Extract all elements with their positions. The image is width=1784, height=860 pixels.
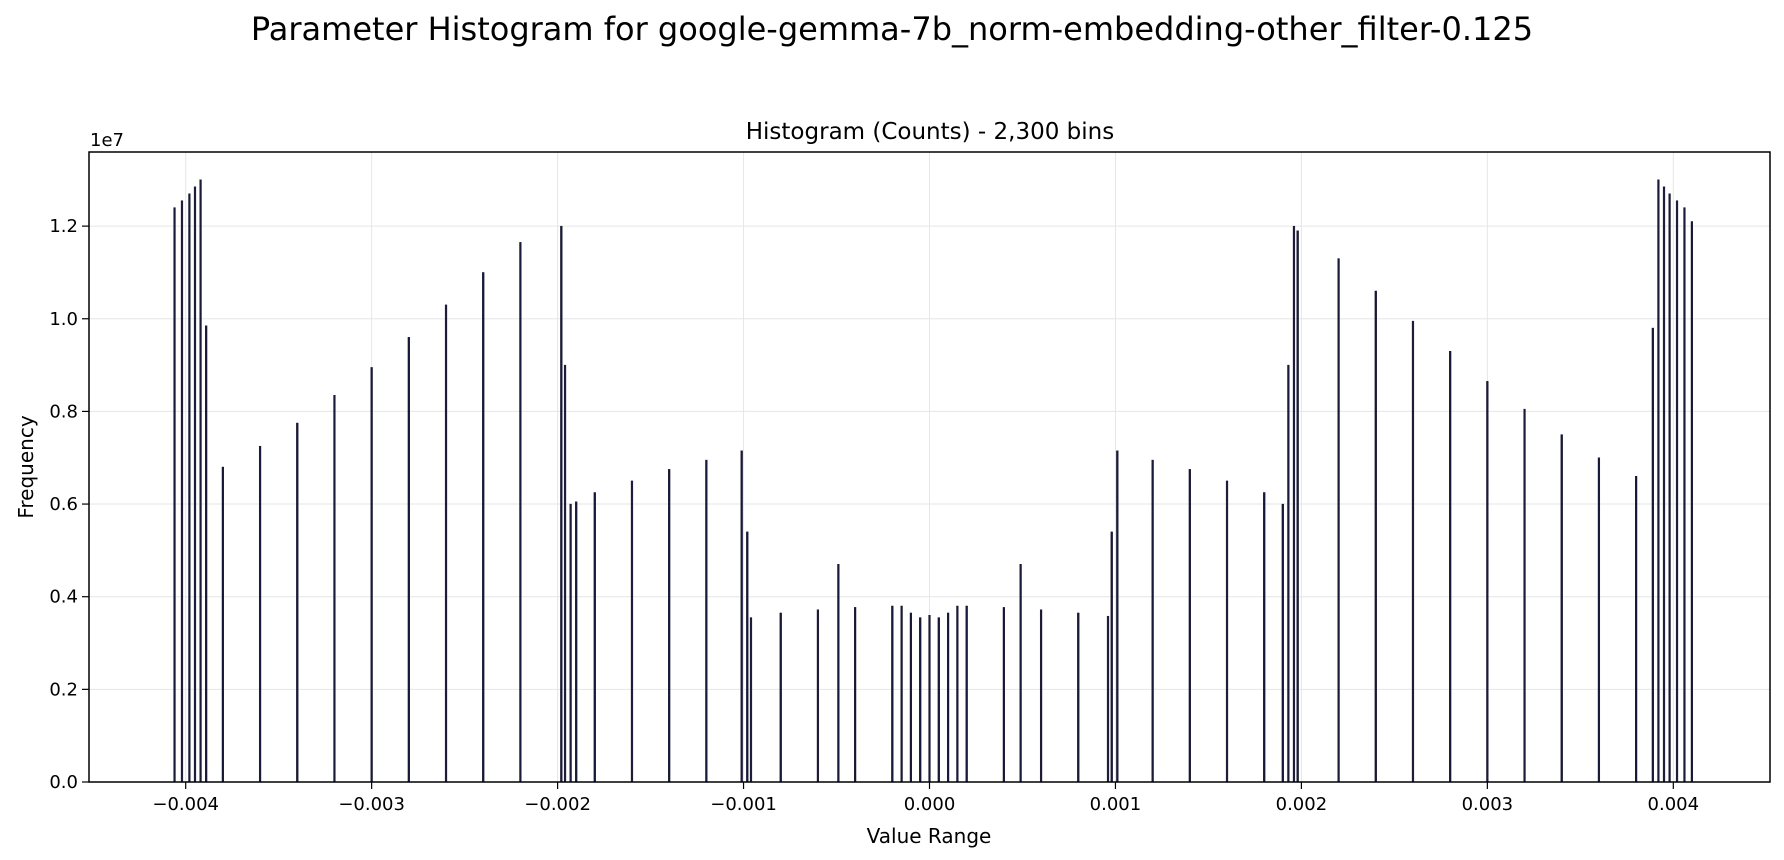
x-tick-label: 0.003	[1462, 794, 1514, 815]
histogram-bar	[965, 605, 968, 783]
histogram-bar	[1374, 290, 1377, 783]
histogram-bar	[1560, 434, 1563, 783]
histogram-bar	[668, 469, 671, 783]
axes-title: Histogram (Counts) - 2,300 bins	[746, 119, 1114, 145]
histogram-bar	[919, 617, 922, 783]
y-axis-offset-label: 1e7	[90, 130, 124, 151]
histogram-bar	[1523, 408, 1526, 783]
histogram-bar	[1287, 364, 1290, 783]
histogram-bar	[1635, 476, 1638, 783]
x-tick-label: −0.002	[524, 794, 591, 815]
histogram-bar	[188, 193, 191, 783]
histogram-bar	[593, 492, 596, 783]
histogram-bar	[1110, 531, 1113, 783]
histogram-bar	[1002, 607, 1005, 783]
histogram-bar	[1662, 186, 1666, 783]
histogram-bar	[928, 615, 931, 783]
histogram-bar	[854, 607, 857, 783]
x-tick-label: −0.003	[338, 794, 405, 815]
histogram-bar	[1597, 457, 1601, 783]
histogram-bar	[296, 422, 299, 783]
histogram-bar	[205, 325, 208, 783]
histogram-bar	[946, 612, 950, 783]
histogram-bar	[909, 612, 913, 783]
histogram-bar	[956, 605, 959, 783]
histogram-bar	[575, 501, 578, 783]
histogram-bar	[1337, 258, 1340, 783]
histogram-bar	[370, 367, 373, 783]
histogram-bar	[563, 364, 567, 783]
histogram-bar	[1188, 469, 1191, 783]
histogram-bar	[1116, 450, 1119, 783]
histogram-bar	[1151, 459, 1154, 783]
histogram-bar	[1263, 492, 1266, 783]
histogram-bar	[1296, 230, 1299, 783]
x-tick-label: −0.004	[152, 794, 219, 815]
histogram-bar	[482, 272, 485, 783]
histogram-bar	[444, 304, 448, 783]
histogram-bar	[816, 609, 820, 783]
histogram-bar	[1292, 225, 1296, 783]
histogram-bar	[749, 617, 753, 783]
histogram-bar	[1225, 480, 1229, 783]
x-axis-label: Value Range	[867, 824, 992, 848]
histogram-bars	[173, 179, 1694, 783]
histogram-bar	[937, 617, 940, 783]
histogram-bar	[1039, 609, 1043, 783]
histogram-bar	[1106, 615, 1110, 783]
y-tick-label: 1.0	[49, 309, 78, 330]
x-tick-label: 0.004	[1648, 794, 1700, 815]
histogram-bar	[1675, 200, 1679, 783]
histogram-bar	[407, 337, 410, 783]
histogram-bar	[1449, 350, 1452, 783]
y-tick-label: 1.2	[49, 216, 78, 237]
histogram-bar	[193, 186, 197, 783]
histogram-bar	[258, 445, 262, 783]
histogram-bar	[569, 503, 572, 783]
x-tick-label: 0.002	[1276, 794, 1328, 815]
histogram-bar	[1657, 179, 1660, 783]
histogram-bar	[1651, 327, 1654, 783]
histogram-bar	[900, 605, 903, 783]
histogram-bar	[173, 207, 176, 783]
histogram-bar	[221, 466, 224, 783]
histogram-bar	[199, 179, 202, 783]
histogram-bar	[1683, 207, 1686, 783]
y-axis-label: Frequency	[14, 415, 38, 518]
histogram-bar	[1486, 381, 1489, 783]
histogram-bar	[560, 225, 563, 783]
x-axis-ticks: −0.004 −0.003 −0.002 −0.001 0.000 0.001 0.002 0…	[152, 782, 1699, 815]
histogram-bar	[1668, 193, 1671, 783]
histogram-bar	[333, 394, 336, 783]
histogram-bar	[1019, 564, 1022, 783]
histogram-bar	[779, 612, 782, 783]
x-tick-label: −0.001	[710, 794, 777, 815]
y-axis-ticks: 0.0 0.2 0.4 0.6 0.8 1.0 1.2	[49, 216, 89, 793]
histogram-bar	[891, 605, 894, 783]
y-tick-label: 0.2	[49, 679, 78, 700]
y-tick-label: 0.0	[49, 772, 78, 793]
histogram-bar	[740, 450, 743, 783]
y-tick-label: 0.4	[49, 587, 78, 608]
histogram-bar	[837, 564, 840, 783]
y-tick-label: 0.8	[49, 401, 78, 422]
x-tick-label: 0.001	[1090, 794, 1142, 815]
figure-suptitle: Parameter Histogram for google-gemma-7b_…	[251, 10, 1533, 48]
histogram-bar	[746, 531, 749, 783]
histogram-bar	[1281, 503, 1284, 783]
histogram-bar	[1690, 221, 1694, 783]
y-tick-label: 0.6	[49, 494, 78, 515]
histogram-bar	[630, 480, 634, 783]
histogram-bar	[705, 459, 708, 783]
histogram-bar	[519, 242, 522, 783]
histogram-bar	[1411, 320, 1415, 783]
histogram-bar	[1077, 612, 1080, 783]
x-tick-label: 0.000	[904, 794, 956, 815]
histogram-bar	[180, 200, 184, 783]
